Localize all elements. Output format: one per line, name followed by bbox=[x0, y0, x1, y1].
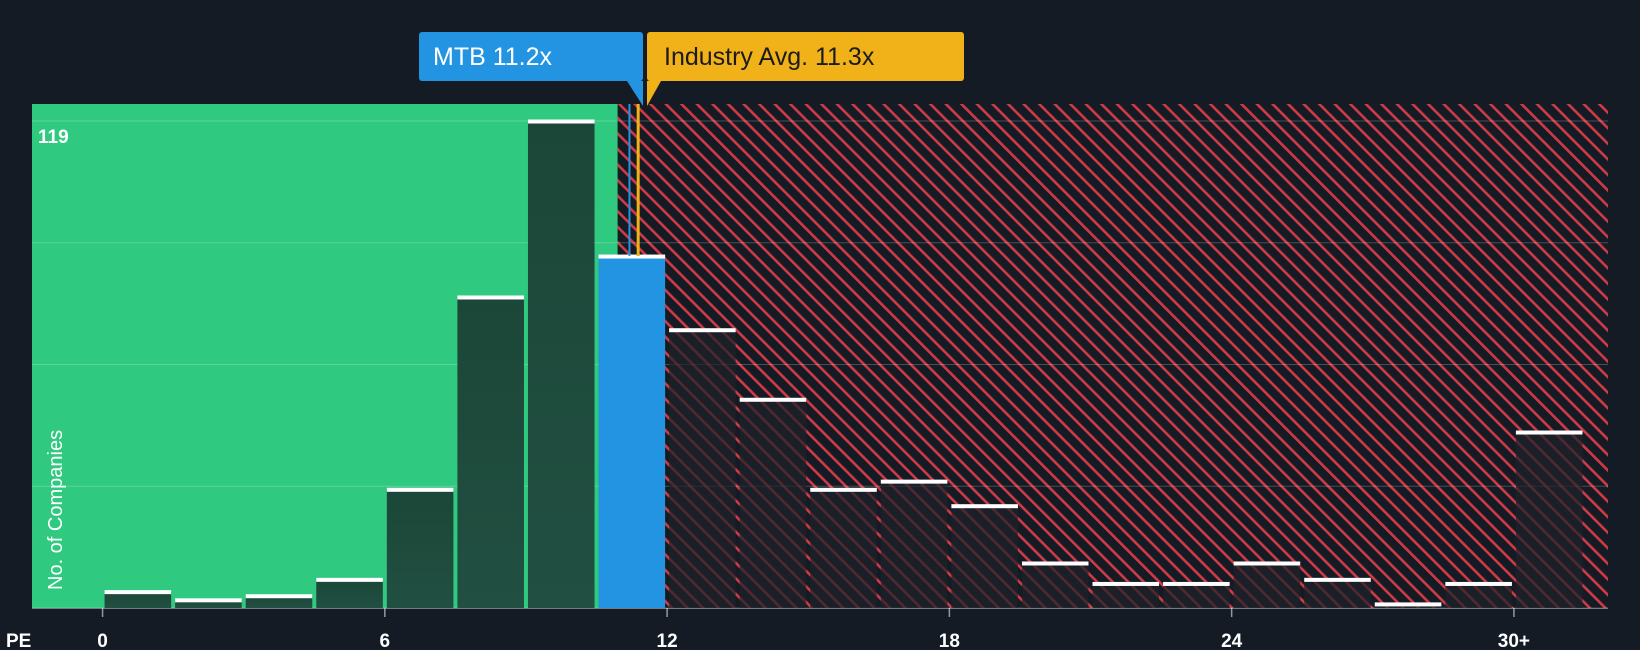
histogram-bar bbox=[175, 599, 242, 608]
histogram-bar bbox=[1515, 432, 1583, 608]
x-tick-label: 18 bbox=[939, 631, 960, 650]
bar-cap bbox=[1092, 581, 1160, 586]
x-tick-label: 6 bbox=[380, 631, 391, 650]
histogram-bar bbox=[739, 399, 807, 608]
x-tick-label: 24 bbox=[1221, 631, 1243, 650]
bar-cap bbox=[880, 479, 948, 484]
histogram-bar bbox=[951, 505, 1018, 608]
histogram-bar bbox=[1445, 583, 1512, 608]
x-tick-label: 0 bbox=[97, 631, 108, 650]
industry-callout-box bbox=[647, 32, 964, 81]
industry-avg-callout: Industry Avg. 11.3x bbox=[647, 32, 964, 106]
company-pe-callout: MTB 11.2x bbox=[419, 32, 643, 106]
bar-cap bbox=[1445, 581, 1512, 586]
histogram-bar bbox=[598, 256, 666, 608]
bar-cap bbox=[104, 590, 172, 595]
histogram-bar bbox=[669, 329, 736, 608]
bar-cap bbox=[739, 397, 807, 402]
histogram-bar bbox=[1304, 579, 1371, 608]
bar-cap bbox=[1515, 430, 1583, 435]
histogram-bar bbox=[527, 121, 595, 608]
histogram-bar bbox=[1163, 583, 1230, 608]
bar-cap bbox=[1163, 581, 1230, 586]
bar-cap bbox=[1374, 602, 1442, 607]
company-callout-box bbox=[419, 32, 643, 81]
histogram-bar bbox=[386, 489, 454, 608]
x-axis-ticks: 0 6 12 18 24 30+ bbox=[97, 608, 1530, 650]
y-axis-title: No. of Companies bbox=[45, 430, 67, 590]
bar-cap bbox=[245, 594, 313, 599]
histogram-bar bbox=[880, 481, 948, 608]
company-callout-pointer bbox=[627, 81, 643, 106]
histogram-bar bbox=[810, 489, 877, 608]
histogram-bar bbox=[1092, 583, 1160, 608]
histogram-bar bbox=[245, 595, 313, 608]
industry-callout-label: Industry Avg. 11.3x bbox=[664, 43, 875, 71]
bar-cap bbox=[175, 598, 242, 603]
bar-cap bbox=[527, 119, 595, 124]
value-markers bbox=[628, 104, 640, 257]
x-axis-title: PE bbox=[6, 631, 31, 650]
histogram-bar bbox=[1021, 562, 1089, 608]
company-callout-label: MTB 11.2x bbox=[433, 43, 553, 71]
bar-cap bbox=[598, 254, 666, 259]
bar-cap bbox=[951, 504, 1018, 509]
histogram-bar bbox=[457, 296, 524, 608]
bar-cap bbox=[1021, 561, 1089, 566]
histogram-bar bbox=[316, 579, 383, 608]
bar-cap bbox=[810, 487, 877, 492]
y-max-label: 119 bbox=[38, 127, 69, 148]
industry-callout-pointer bbox=[647, 81, 661, 106]
bar-cap bbox=[1304, 577, 1371, 582]
histogram-bars bbox=[104, 119, 1583, 608]
histogram-bar bbox=[1233, 562, 1301, 608]
bar-cap bbox=[316, 577, 383, 582]
bar-cap bbox=[1233, 561, 1301, 566]
x-tick-label: 12 bbox=[657, 631, 678, 650]
histogram-bar bbox=[104, 591, 172, 608]
bar-cap bbox=[457, 295, 524, 300]
x-tick-label: 30+ bbox=[1498, 631, 1530, 650]
bar-cap bbox=[669, 328, 736, 333]
bar-cap bbox=[386, 487, 454, 492]
